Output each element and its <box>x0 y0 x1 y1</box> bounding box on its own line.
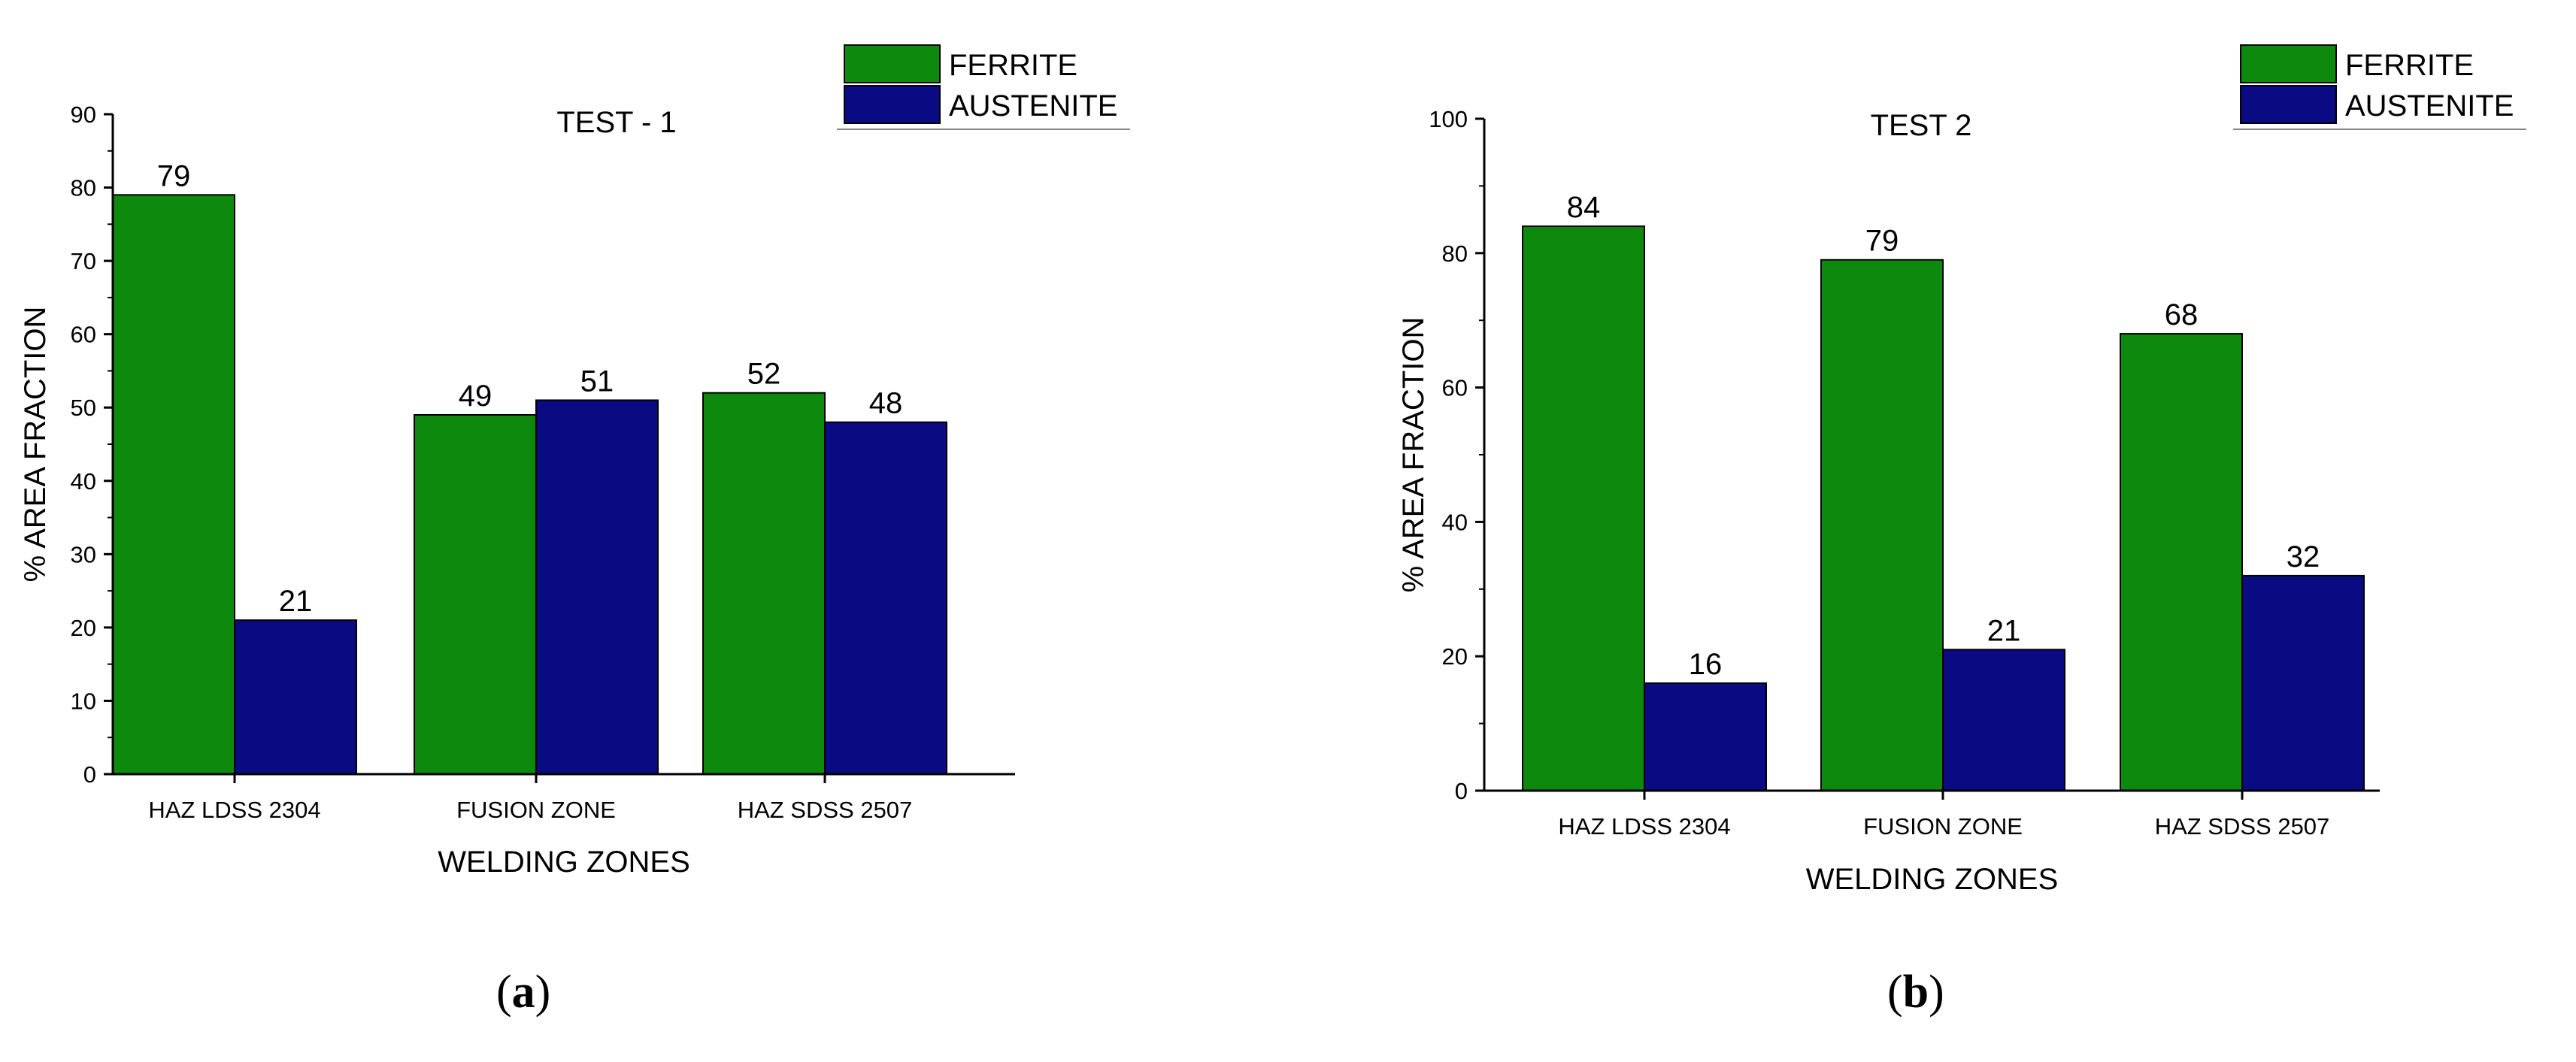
x-tick-label: FUSION ZONE <box>1863 813 2023 840</box>
subfigure-label-b: (b) <box>1887 967 1944 1018</box>
bar-austenite-3 <box>824 421 947 775</box>
y-tick-label: 80 <box>1442 241 1468 267</box>
bar-ferrite-1 <box>1522 225 1645 792</box>
x-tick-label: FUSION ZONE <box>456 797 616 823</box>
chart-title: TEST - 1 <box>556 106 676 139</box>
y-tick-label: 30 <box>71 541 96 567</box>
data-label-austenite-2: 21 <box>1987 614 2021 647</box>
y-tick-label: 60 <box>1442 375 1468 401</box>
chart-title: TEST 2 <box>1871 109 1972 142</box>
legend-label-ferrite: FERRITE <box>2345 49 2474 82</box>
subfigure-label-a: (a) <box>496 967 551 1018</box>
legend-swatch-austenite <box>2240 85 2337 124</box>
data-label-ferrite-3: 68 <box>2165 298 2199 331</box>
bar-austenite-2 <box>535 399 659 775</box>
bar-ferrite-3 <box>2120 333 2243 791</box>
y-tick-label: 0 <box>1455 778 1468 804</box>
legend-swatch-ferrite <box>2240 44 2337 83</box>
y-tick-label: 60 <box>71 322 96 348</box>
data-label-ferrite-1: 79 <box>157 159 191 192</box>
y-tick-label: 0 <box>83 761 96 788</box>
x-tick-label: HAZ SDSS 2507 <box>738 797 913 823</box>
data-label-austenite-1: 21 <box>279 585 313 618</box>
bar-ferrite-1 <box>112 194 235 775</box>
legend-label-austenite: AUSTENITE <box>949 89 1117 123</box>
legend: FERRITE AUSTENITE <box>2233 44 2526 130</box>
y-tick-label: 20 <box>1442 643 1468 670</box>
x-tick-label: HAZ LDSS 2304 <box>1558 813 1730 840</box>
y-tick-label: 20 <box>71 615 96 641</box>
data-label-austenite-2: 51 <box>580 365 614 398</box>
y-tick-label: 40 <box>71 468 96 495</box>
bar-ferrite-2 <box>414 413 537 775</box>
legend-label-austenite: AUSTENITE <box>2345 89 2514 123</box>
y-tick-label: 80 <box>71 175 96 201</box>
bar-austenite-1 <box>1644 682 1767 792</box>
bar-austenite-1 <box>234 619 357 776</box>
bar-ferrite-3 <box>702 392 826 775</box>
data-label-austenite-1: 16 <box>1689 648 1723 681</box>
data-label-ferrite-2: 49 <box>459 380 492 413</box>
legend-swatch-austenite <box>844 85 941 124</box>
y-tick-label: 10 <box>71 688 96 714</box>
bar-austenite-3 <box>2241 574 2365 791</box>
legend: FERRITE AUSTENITE <box>837 44 1130 130</box>
y-tick-label: 100 <box>1429 106 1468 132</box>
x-axis-title: WELDING ZONES <box>438 846 690 879</box>
x-tick-label: HAZ SDSS 2507 <box>2155 813 2330 840</box>
bar-austenite-2 <box>1942 649 2065 792</box>
data-label-ferrite-3: 52 <box>747 358 781 391</box>
y-axis-title: % AREA FRACTION <box>1397 317 1430 593</box>
y-tick-label: 40 <box>1442 509 1468 535</box>
y-axis-title: % AREA FRACTION <box>19 307 52 582</box>
x-tick-label: HAZ LDSS 2304 <box>148 797 320 823</box>
data-label-ferrite-1: 84 <box>1567 191 1601 224</box>
data-label-austenite-3: 32 <box>2287 540 2320 573</box>
data-label-austenite-3: 48 <box>869 387 903 420</box>
chart-panel-b: 84 16 79 21 68 32 0 20 40 60 80 100 HAZ LDSS 2304 FUS… <box>1397 44 2526 896</box>
y-tick-label: 70 <box>71 248 96 274</box>
bar-ferrite-2 <box>1820 259 1944 791</box>
y-tick-label: 50 <box>71 395 96 421</box>
data-label-ferrite-2: 79 <box>1865 225 1899 258</box>
x-axis-title: WELDING ZONES <box>1806 863 2059 896</box>
legend-swatch-ferrite <box>844 44 941 83</box>
chart-panel-a: 79 21 49 51 52 48 0 10 20 30 40 50 60 70 80 90 HAZ LDSS … <box>19 44 1130 879</box>
y-tick-label: 90 <box>71 101 96 128</box>
legend-label-ferrite: FERRITE <box>949 49 1077 82</box>
